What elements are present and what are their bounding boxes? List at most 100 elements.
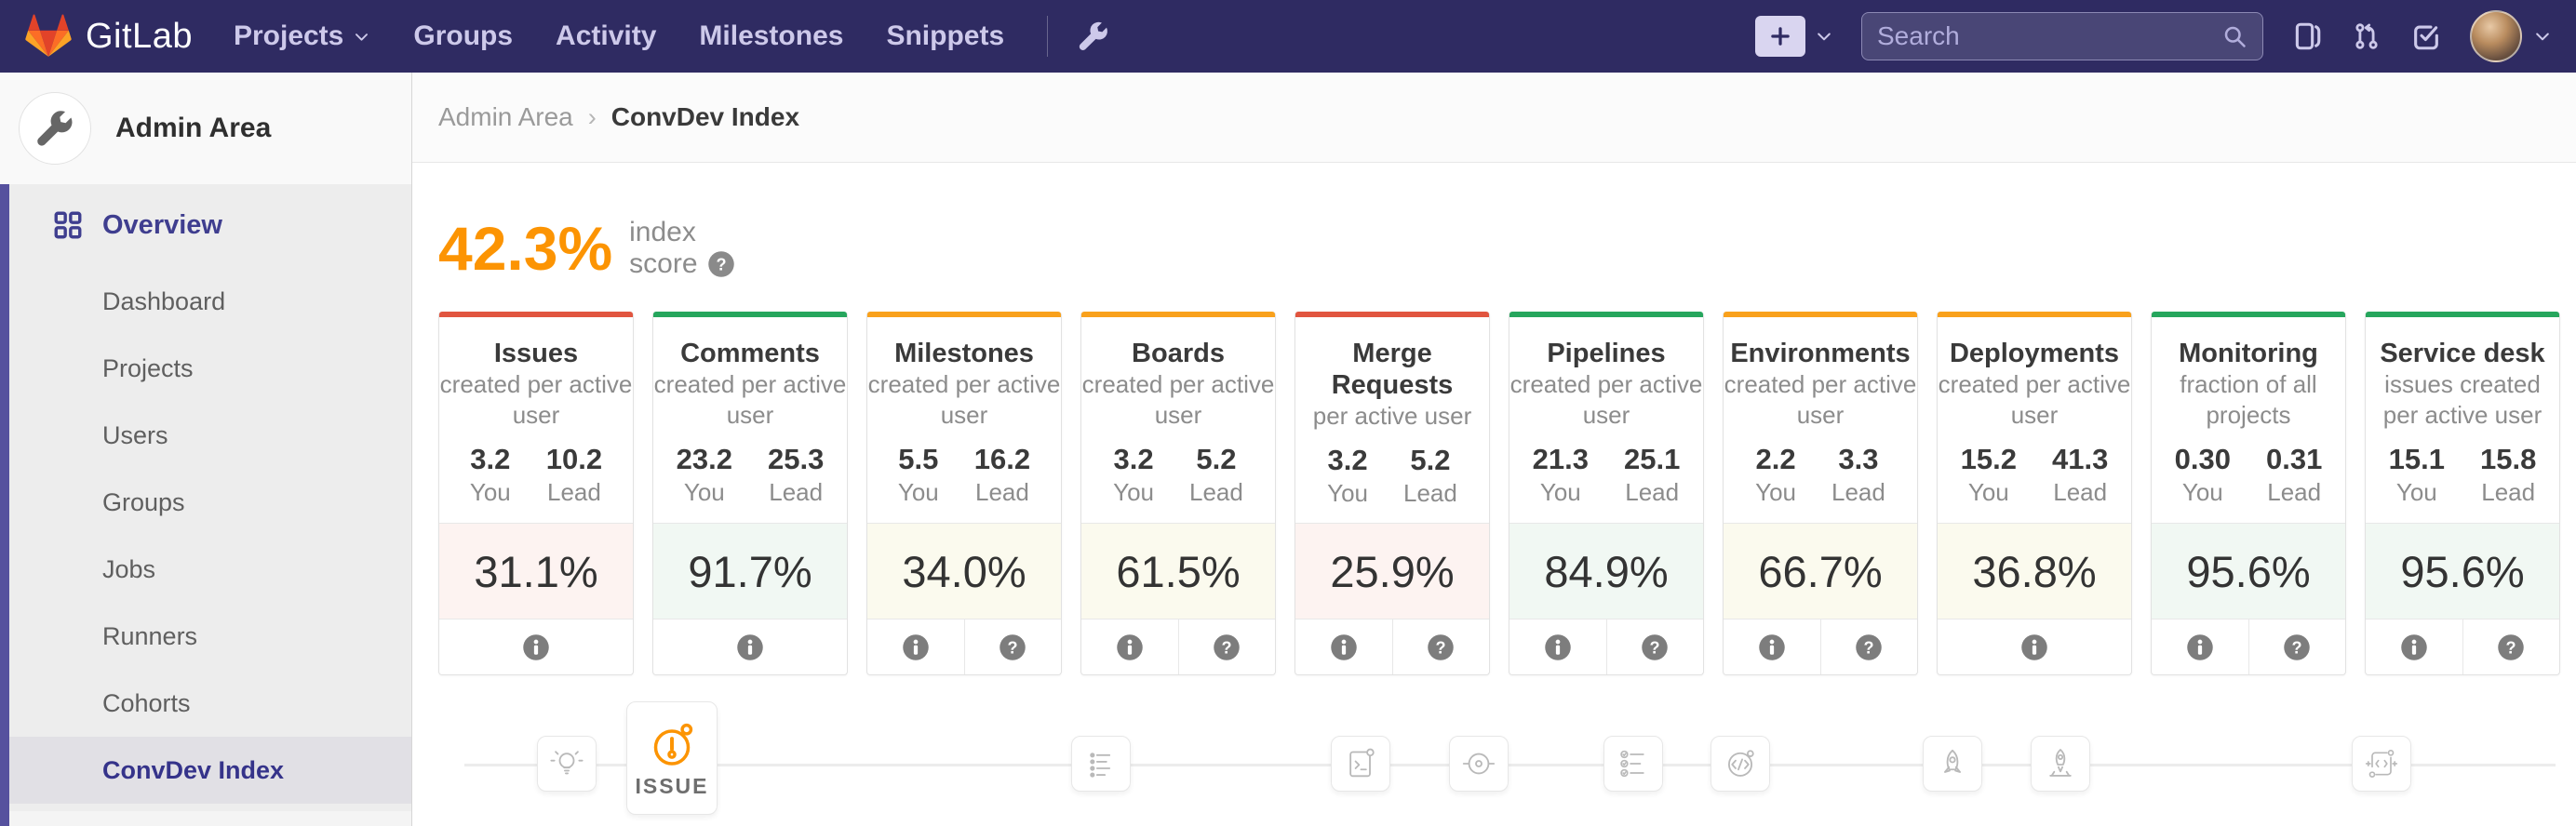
timeline-stage-test — [1603, 736, 1663, 792]
card-help-button[interactable]: ? — [2247, 620, 2346, 674]
sidebar-item-cohorts[interactable]: Cohorts — [102, 688, 191, 717]
card-subtitle: issues created per active user — [2382, 370, 2542, 429]
card-lead-value: 16.2 Lead — [973, 443, 1031, 506]
svg-text:?: ? — [1008, 638, 1018, 657]
sidebar-item-users[interactable]: Users — [102, 420, 168, 449]
card-subtitle: created per active user — [1509, 370, 1703, 429]
card-score: 91.7% — [653, 523, 847, 619]
card-footer: ? — [2366, 619, 2559, 674]
sidebar-item-overview[interactable]: Overview — [0, 192, 411, 259]
card-title: Service desk — [2380, 339, 2545, 368]
card-info-button[interactable] — [2366, 620, 2462, 674]
card-title: Deployments — [1949, 339, 2120, 368]
timeline-stage-idea — [537, 736, 597, 792]
card-title: Issues — [493, 339, 579, 368]
sidebar-item-jobs[interactable]: Jobs — [102, 554, 156, 583]
sidebar-item-convdev-index[interactable]: ConvDev Index — [0, 737, 411, 804]
card-subtitle: created per active user — [1081, 370, 1275, 429]
card-header: Deployments created per active user 15.2… — [1938, 317, 2131, 523]
metric-card-issues: Issues created per active user 3.2 You 1… — [438, 312, 634, 675]
help-icon: ? — [1000, 633, 1026, 660]
nav-link-snippets[interactable]: Snippets — [886, 20, 1005, 51]
nav-link-groups[interactable]: Groups — [413, 20, 514, 51]
nav-link-projects[interactable]: Projects — [234, 20, 370, 52]
nav-link-activity[interactable]: Activity — [556, 20, 657, 51]
card-score: 31.1% — [439, 523, 633, 619]
card-you-value: 3.2 You — [1113, 443, 1155, 506]
metric-card-deployments: Deployments created per active user 15.2… — [1937, 312, 2132, 675]
timeline-stage-issue: ISSUE — [626, 701, 718, 815]
card-info-button[interactable] — [2152, 620, 2248, 674]
card-help-button[interactable]: ? — [1177, 620, 1276, 674]
card-subtitle: fraction of all projects — [2180, 370, 2317, 429]
review-icon — [1722, 745, 1759, 782]
card-help-button[interactable]: ? — [2462, 620, 2560, 674]
new-dropdown-button[interactable] — [1755, 16, 1833, 57]
navbar-right — [1755, 10, 2552, 62]
card-help-button[interactable]: ? — [1819, 620, 1918, 674]
card-lead-value: 0.31 Lead — [2266, 443, 2323, 506]
card-header: Comments created per active user 23.2 Yo… — [653, 317, 847, 523]
gitlab-home-link[interactable]: GitLab — [24, 10, 193, 63]
sidebar-menu: Overview Dashboard Projects Users Groups… — [0, 184, 411, 826]
card-help-button[interactable]: ? — [1605, 620, 1704, 674]
card-footer: ? — [2152, 619, 2345, 674]
card-header: Environments created per active user 2.2… — [1724, 317, 1917, 523]
help-icon: ? — [1214, 633, 1240, 660]
card-score: 95.6% — [2366, 523, 2559, 619]
sidebar-item-groups[interactable]: Groups — [102, 487, 185, 516]
breadcrumb-parent[interactable]: Admin Area — [438, 102, 573, 131]
svg-text:?: ? — [1864, 638, 1874, 657]
help-icon[interactable]: ? — [707, 250, 735, 278]
nav-link-milestones[interactable]: Milestones — [699, 20, 844, 51]
card-lead-value: 5.2 Lead — [1189, 443, 1243, 506]
issue-icon — [646, 718, 698, 770]
issues-nav-button[interactable] — [2291, 20, 2323, 52]
sidebar-item-projects[interactable]: Projects — [102, 353, 194, 382]
card-score: 34.0% — [867, 523, 1061, 619]
main-content: Admin Area › ConvDev Index 42.3% index s… — [412, 73, 2576, 826]
metric-card-pipelines: Pipelines created per active user 21.3 Y… — [1509, 312, 1704, 675]
code-icon — [1342, 745, 1379, 782]
card-accent-bar — [439, 312, 633, 317]
chevron-down-icon — [2536, 33, 2549, 41]
card-info-button[interactable] — [653, 620, 847, 674]
card-info-button[interactable] — [1938, 620, 2131, 674]
brand-wordmark: GitLab — [86, 16, 193, 56]
todos-nav-button[interactable] — [2410, 20, 2442, 52]
card-lead-value: 15.8 Lead — [2480, 443, 2537, 506]
user-menu-button[interactable] — [2470, 10, 2552, 62]
metric-card-comments: Comments created per active user 23.2 Yo… — [652, 312, 848, 675]
sidebar-item-runners[interactable]: Runners — [102, 621, 198, 650]
card-info-button[interactable] — [867, 620, 964, 674]
card-footer — [653, 619, 847, 674]
card-help-button[interactable]: ? — [1391, 620, 1490, 674]
card-info-button[interactable] — [439, 620, 633, 674]
card-info-button[interactable] — [1295, 620, 1392, 674]
card-accent-bar — [1938, 312, 2131, 317]
admin-wrench-button[interactable] — [1078, 20, 1109, 52]
timeline-line — [464, 764, 2556, 766]
search-input[interactable] — [1877, 21, 2212, 51]
timeline-stage-staging — [1923, 736, 1982, 792]
card-accent-bar — [1295, 312, 1489, 317]
info-icon — [903, 633, 929, 660]
todos-icon — [2414, 25, 2438, 50]
svg-text:?: ? — [1436, 638, 1446, 657]
card-footer: ? — [867, 619, 1061, 674]
idea-to-production-timeline: ISSUE — [438, 675, 2576, 819]
card-accent-bar — [1081, 312, 1275, 317]
navbar-left: GitLab Projects Groups Activity Mileston… — [24, 10, 1109, 63]
metric-card-boards: Boards created per active user 3.2 You 5… — [1080, 312, 1276, 675]
metric-card-service-desk: Service desk issues created per active u… — [2365, 312, 2560, 675]
card-info-button[interactable] — [1081, 620, 1178, 674]
sidebar-item-dashboard[interactable]: Dashboard — [102, 286, 226, 315]
index-score-value: 42.3% — [438, 214, 613, 283]
plan-icon — [1082, 745, 1120, 782]
card-info-button[interactable] — [1509, 620, 1606, 674]
card-info-button[interactable] — [1724, 620, 1820, 674]
merge-requests-nav-button[interactable] — [2351, 20, 2382, 52]
card-help-button[interactable]: ? — [963, 620, 1062, 674]
card-title: Comments — [680, 339, 820, 368]
sidebar-bottom-strip — [9, 811, 411, 826]
